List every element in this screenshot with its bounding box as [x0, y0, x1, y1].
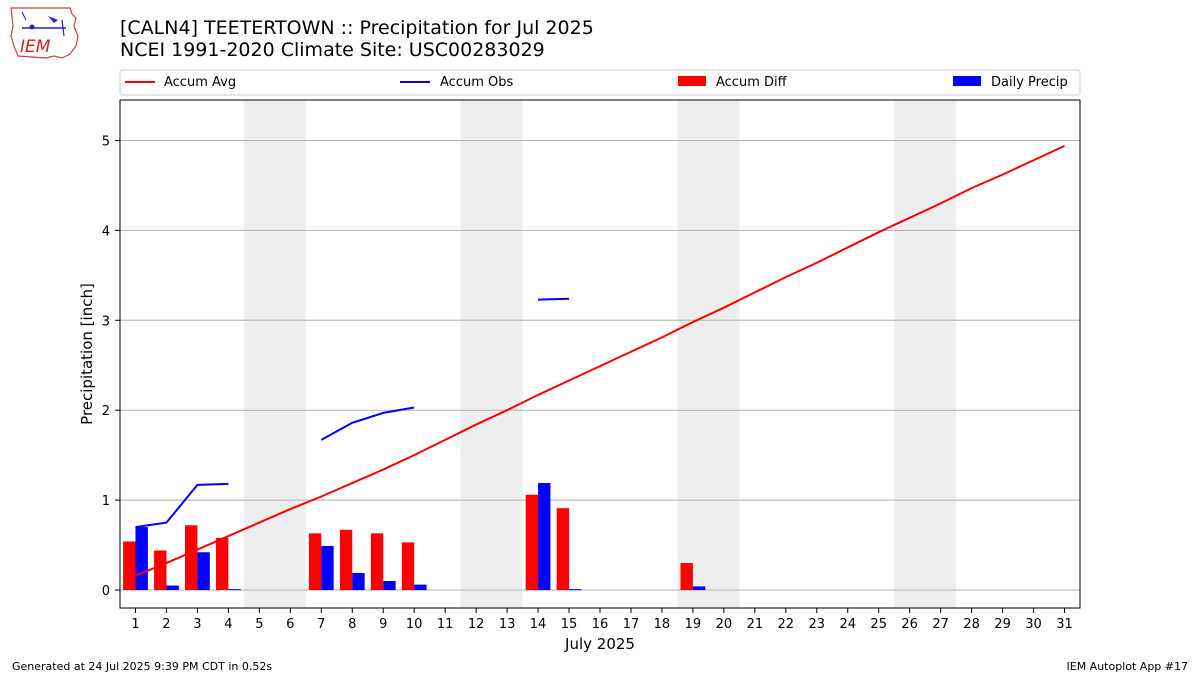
x-tick-label-13: 13 — [499, 617, 516, 632]
bar-daily-precip-day-14 — [538, 483, 551, 591]
bar-accum-diff-day-1 — [123, 541, 136, 591]
weekend-shade-4 — [894, 100, 957, 608]
x-tick-label-14: 14 — [530, 617, 547, 632]
x-tick-label-20: 20 — [716, 617, 733, 632]
bar-daily-precip-day-9 — [383, 581, 396, 591]
bar-daily-precip-day-4 — [228, 589, 241, 591]
bar-daily-precip-day-1 — [135, 527, 148, 591]
logo-text: IEM — [20, 37, 51, 57]
bars — [123, 483, 706, 591]
app-label: IEM Autoplot App #17 — [1066, 660, 1189, 673]
legend-entry-accum-avg: Accum Avg — [125, 75, 236, 90]
x-tick-label-21: 21 — [747, 617, 764, 632]
bar-daily-precip-day-19 — [692, 586, 706, 591]
line-accum-obs-segment-3 — [538, 297, 570, 301]
weekend-shading — [243, 100, 957, 608]
x-tick-label-19: 19 — [685, 617, 702, 632]
chart-subtitle: NCEI 1991-2020 Climate Site: USC00283029 — [120, 39, 545, 61]
bar-daily-precip-day-7 — [321, 545, 334, 591]
x-tick-label-11: 11 — [437, 617, 454, 632]
legend-entry-accum-obs: Accum Obs — [400, 75, 513, 90]
x-tick-label-31: 31 — [1056, 617, 1073, 632]
legend-entry-accum-diff: Accum Diff — [678, 75, 788, 90]
bar-accum-diff-day-14 — [525, 494, 539, 591]
iem-logo: IEM — [8, 6, 82, 64]
y-tick-label-2: 2 — [102, 404, 110, 419]
gridlines — [120, 139, 1080, 591]
legend: Accum Avg Accum Obs Accum Diff Daily Pre… — [119, 69, 1081, 96]
bar-accum-diff-day-15 — [556, 508, 570, 591]
x-tick-label-25: 25 — [870, 617, 887, 632]
x-tick-label-30: 30 — [1025, 617, 1042, 632]
bar-accum-diff-day-2 — [154, 550, 167, 591]
legend-label-accum-diff: Accum Diff — [716, 75, 788, 90]
y-tick-label-5: 5 — [102, 134, 110, 149]
weekend-shade-1 — [243, 100, 306, 608]
legend-label-accum-obs: Accum Obs — [440, 75, 513, 90]
bar-accum-diff-day-10 — [401, 542, 415, 591]
x-tick-label-27: 27 — [932, 617, 949, 632]
y-tick-label-4: 4 — [102, 224, 110, 239]
y-tick-label-0: 0 — [102, 584, 110, 599]
legend-label-daily-precip: Daily Precip — [991, 75, 1068, 90]
bar-daily-precip-day-8 — [352, 572, 365, 591]
bar-daily-precip-day-3 — [197, 552, 210, 591]
weekend-shade-3 — [677, 100, 740, 608]
x-tick-label-2: 2 — [162, 617, 170, 632]
y-tick-label-1: 1 — [102, 494, 110, 509]
y-axis-ticks: 0 1 2 3 4 5 — [102, 134, 120, 599]
legend-entry-daily-precip: Daily Precip — [953, 75, 1068, 90]
x-tick-label-10: 10 — [406, 617, 423, 632]
x-tick-label-3: 3 — [193, 617, 201, 632]
generated-timestamp: Generated at 24 Jul 2025 9:39 PM CDT in … — [12, 660, 273, 673]
x-tick-label-15: 15 — [561, 617, 578, 632]
lines — [135, 144, 1065, 577]
x-tick-label-6: 6 — [286, 617, 294, 632]
bar-daily-precip-day-2 — [166, 585, 179, 591]
x-tick-label-9: 9 — [379, 617, 387, 632]
bar-accum-diff-day-4 — [216, 537, 229, 591]
x-tick-label-12: 12 — [468, 617, 485, 632]
line-accum-avg — [135, 144, 1065, 577]
x-tick-label-26: 26 — [901, 617, 918, 632]
x-tick-label-5: 5 — [255, 617, 263, 632]
x-tick-label-23: 23 — [809, 617, 826, 632]
x-tick-label-7: 7 — [317, 617, 325, 632]
bar-accum-diff-day-3 — [185, 525, 198, 591]
y-tick-label-3: 3 — [102, 314, 110, 329]
bar-accum-diff-day-8 — [339, 529, 353, 591]
legend-label-accum-avg: Accum Avg — [164, 75, 236, 90]
bar-accum-diff-day-9 — [370, 533, 384, 591]
x-tick-label-28: 28 — [963, 617, 980, 632]
chart-title-block: [CALN4] TEETERTOWN :: Precipitation for … — [120, 17, 594, 61]
x-tick-label-17: 17 — [623, 617, 640, 632]
x-tick-label-1: 1 — [131, 617, 139, 632]
x-tick-label-18: 18 — [654, 617, 671, 632]
legend-swatch-daily-precip — [953, 76, 981, 86]
line-accum-obs-segment-1 — [135, 482, 229, 529]
line-accum-obs-segment-2 — [320, 406, 415, 441]
x-tick-label-24: 24 — [839, 617, 856, 632]
x-tick-label-16: 16 — [592, 617, 609, 632]
x-tick-label-22: 22 — [778, 617, 795, 632]
y-axis-label: Precipitation [inch] — [78, 283, 96, 425]
legend-box — [119, 69, 1081, 96]
bar-daily-precip-day-10 — [414, 584, 427, 591]
legend-swatch-accum-diff — [678, 76, 706, 86]
bar-accum-diff-day-19 — [680, 563, 693, 591]
weekend-shade-2 — [460, 100, 523, 608]
x-tick-label-4: 4 — [224, 617, 232, 632]
x-axis-ticks: 1 2 3 4 5 6 7 8 9 10 11 12 13 14 15 16 17 18 19 20 21 22 23 24 2… — [131, 608, 1073, 632]
bar-accum-diff-day-7 — [308, 533, 322, 591]
x-tick-label-29: 29 — [994, 617, 1011, 632]
chart-title: [CALN4] TEETERTOWN :: Precipitation for … — [120, 17, 594, 39]
bar-daily-precip-day-15 — [569, 589, 582, 591]
x-tick-label-8: 8 — [348, 617, 356, 632]
x-axis-label: July 2025 — [564, 635, 635, 653]
